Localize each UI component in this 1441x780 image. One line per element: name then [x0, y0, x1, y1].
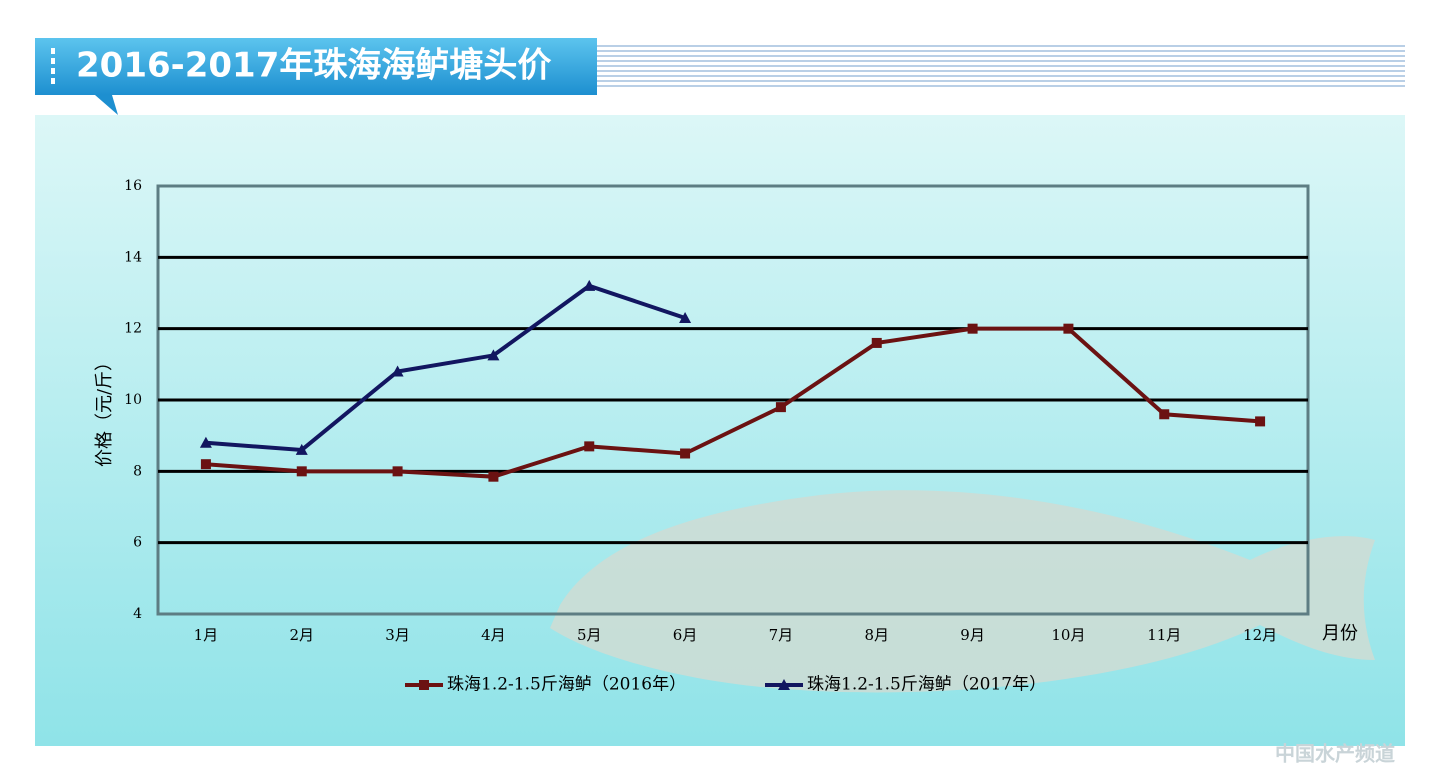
marker: [199, 436, 212, 448]
legend-label: 珠海1.2-1.5斤海鲈（2016年）: [447, 675, 686, 695]
legend-label: 珠海1.2-1.5斤海鲈（2017年）: [807, 675, 1046, 695]
x-tick-label: 12月: [1243, 626, 1277, 644]
fish: [550, 490, 1375, 693]
marker: [391, 365, 404, 377]
x-tick-label: 6月: [673, 626, 698, 644]
marker: [680, 448, 691, 459]
watermark: 中国水产频道: [1275, 742, 1395, 766]
x-tick-label: 10月: [1051, 626, 1085, 644]
y-tick-label: 8: [133, 463, 142, 479]
y-tick-label: 10: [124, 392, 142, 408]
y-tick-label: 14: [124, 249, 142, 265]
marker: [392, 466, 403, 477]
banner-dots: [51, 48, 55, 84]
marker: [419, 680, 429, 690]
x-tick-label: 1月: [194, 626, 219, 644]
stripes: [597, 42, 1405, 90]
marker: [200, 459, 211, 470]
y-axis-label: 价格（元/斤）: [94, 353, 115, 467]
x-tick-label: 9月: [960, 626, 985, 644]
chart-title: 2016-2017年珠海海鲈塘头价: [76, 46, 551, 86]
series-line: [205, 326, 1261, 479]
marker: [487, 349, 500, 361]
marker: [871, 337, 882, 348]
marker: [584, 441, 595, 452]
marker: [778, 679, 790, 690]
banner: [35, 38, 597, 95]
marker: [775, 402, 786, 413]
marker: [296, 466, 307, 477]
y-tick-label: 12: [124, 321, 142, 337]
marker: [1255, 416, 1266, 427]
y-tick-label: 6: [133, 535, 142, 551]
x-tick-label: 11月: [1147, 626, 1181, 644]
series-line: [205, 283, 686, 452]
x-tick-label: 4月: [481, 626, 506, 644]
x-tick-label: 7月: [769, 626, 794, 644]
x-tick-label: 5月: [577, 626, 602, 644]
marker: [1063, 323, 1074, 334]
marker: [295, 443, 308, 455]
marker: [967, 323, 978, 334]
y-tick-label: 4: [133, 606, 142, 622]
marker: [679, 311, 692, 323]
marker: [488, 471, 499, 482]
y-tick-label: 16: [124, 178, 142, 194]
marker: [1159, 409, 1170, 420]
x-tick-label: 8月: [864, 626, 889, 644]
marker: [583, 279, 596, 291]
x-axis-label: 月份: [1322, 623, 1358, 644]
x-tick-label: 3月: [385, 626, 410, 644]
banner-tail: [95, 95, 118, 115]
x-tick-label: 2月: [289, 626, 314, 644]
